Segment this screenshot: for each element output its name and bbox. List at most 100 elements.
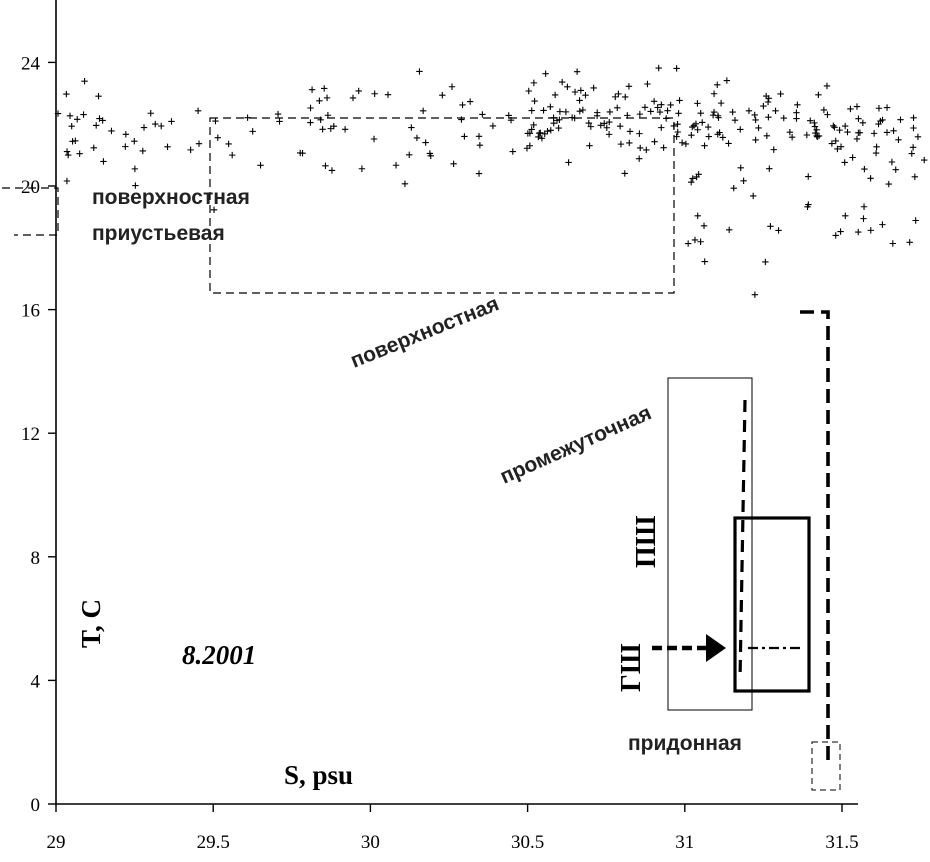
data-point — [582, 92, 589, 99]
data-point — [458, 116, 465, 123]
data-point — [765, 95, 772, 102]
data-point — [729, 108, 736, 116]
data-point — [558, 78, 566, 86]
data-point — [187, 146, 194, 154]
data-point — [636, 110, 644, 118]
data-point — [586, 142, 593, 149]
data-point — [807, 117, 814, 124]
data-point — [688, 131, 695, 139]
data-point — [908, 150, 915, 157]
data-point — [762, 258, 769, 266]
data-point — [622, 93, 629, 101]
data-point — [541, 130, 548, 138]
data-point — [889, 240, 897, 247]
data-point — [812, 129, 819, 137]
data-point — [725, 140, 732, 147]
data-point — [658, 101, 665, 108]
data-point — [392, 162, 400, 169]
data-point — [793, 115, 800, 122]
y-tick-label: 12 — [21, 424, 40, 445]
data-point — [212, 117, 219, 125]
data-point — [530, 121, 537, 129]
data-point — [730, 184, 737, 192]
data-point — [535, 133, 542, 141]
data-point — [531, 97, 538, 105]
data-point — [701, 142, 708, 149]
date-label: 8.2001 — [182, 640, 256, 670]
data-point — [914, 133, 922, 141]
data-point — [556, 108, 564, 115]
data-point — [805, 201, 812, 208]
data-point — [921, 156, 928, 164]
data-point — [526, 142, 534, 149]
data-point — [562, 108, 570, 116]
data-point — [643, 146, 650, 154]
label-surface-estuarine-1: поверхностная — [92, 186, 250, 209]
data-point — [849, 154, 856, 161]
data-point — [195, 140, 203, 147]
data-point — [811, 123, 819, 130]
data-point — [321, 85, 328, 92]
data-point — [751, 291, 759, 298]
data-point — [883, 104, 891, 111]
data-point — [489, 122, 497, 130]
data-point — [674, 128, 681, 136]
data-point — [879, 221, 886, 228]
data-point — [760, 102, 767, 110]
data-point — [740, 177, 747, 185]
data-point — [439, 91, 446, 99]
data-point — [68, 122, 75, 130]
data-point — [844, 128, 851, 136]
y-tick-label: 4 — [31, 671, 41, 692]
data-point — [897, 116, 904, 123]
data-point — [322, 162, 329, 169]
label-intermediate: промежуточная — [497, 401, 655, 488]
data-point — [276, 118, 283, 125]
data-point — [828, 140, 836, 147]
y-tick-label: 16 — [21, 301, 40, 322]
label-psh: ПШ — [631, 515, 662, 568]
data-point — [723, 77, 731, 84]
data-point — [461, 133, 468, 140]
data-point — [684, 240, 692, 247]
data-point — [131, 137, 138, 145]
data-point — [764, 98, 772, 106]
data-point — [752, 116, 759, 124]
data-point — [349, 94, 357, 102]
data-point — [885, 180, 892, 188]
data-point — [656, 108, 664, 116]
data-point — [122, 143, 129, 150]
data-point — [710, 90, 718, 97]
data-point — [249, 128, 256, 135]
data-point — [576, 107, 583, 115]
data-point — [860, 215, 867, 222]
data-point — [716, 129, 723, 136]
data-point — [299, 149, 306, 157]
scatter-points — [54, 64, 928, 298]
data-point — [605, 131, 613, 138]
data-point — [555, 124, 562, 132]
data-point — [770, 146, 777, 153]
data-point — [551, 91, 559, 99]
data-point — [419, 107, 427, 115]
data-point — [617, 140, 625, 148]
data-point — [906, 239, 913, 246]
data-point — [699, 119, 706, 126]
data-point — [765, 113, 772, 121]
data-point — [767, 223, 774, 230]
data-point — [90, 144, 97, 152]
data-point — [556, 116, 563, 123]
data-point — [459, 101, 466, 109]
data-point — [625, 83, 633, 90]
data-point — [571, 88, 579, 96]
intermediate-box — [667, 377, 753, 711]
data-point — [616, 123, 624, 130]
data-point — [316, 97, 323, 105]
data-point — [131, 165, 139, 173]
data-point — [644, 80, 651, 88]
data-point — [63, 148, 71, 155]
label-surface: поверхностная — [347, 292, 502, 372]
data-point — [573, 68, 581, 75]
data-point — [909, 144, 917, 151]
data-point — [319, 126, 326, 133]
